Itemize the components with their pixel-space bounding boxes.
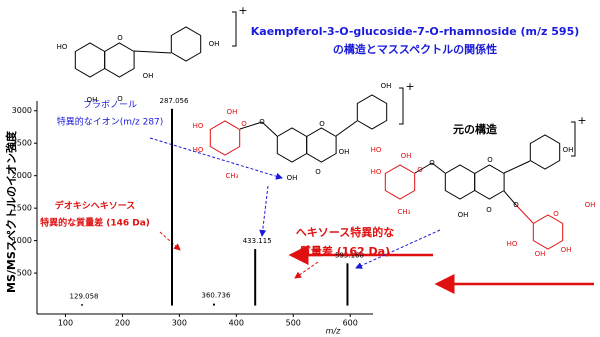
atom-label: OH bbox=[401, 152, 412, 160]
annotation: ヘキソース特異的な bbox=[296, 225, 394, 239]
atom-label: CH₃ bbox=[226, 172, 239, 180]
x-tick-label: 100 bbox=[58, 319, 73, 328]
atom-label: OH bbox=[381, 82, 392, 90]
peak bbox=[346, 263, 349, 306]
peak-label: 287.056 bbox=[160, 97, 189, 105]
bracket bbox=[399, 87, 404, 125]
peak-label: 360.736 bbox=[201, 292, 230, 300]
annotation: フラボノール bbox=[83, 100, 137, 111]
ring bbox=[356, 94, 388, 130]
ring bbox=[170, 26, 202, 62]
x-tick-label: 200 bbox=[115, 319, 130, 328]
atom-label: CH₃ bbox=[398, 208, 411, 216]
peak bbox=[254, 249, 257, 306]
atom-label: O bbox=[513, 201, 519, 209]
peak-label: 433.115 bbox=[243, 237, 272, 245]
annotation: 特異的な質量差 (146 Da) bbox=[40, 217, 150, 229]
bond bbox=[414, 162, 433, 174]
bond bbox=[503, 190, 517, 206]
atom-label: OH bbox=[339, 148, 350, 156]
atom-label: HO bbox=[193, 146, 204, 154]
annotation: 元の構造 bbox=[453, 122, 498, 136]
x-tick-label: 500 bbox=[286, 319, 301, 328]
atom-label: OH bbox=[87, 96, 98, 104]
annotation: デオキシヘキソース bbox=[55, 200, 136, 212]
arrow bbox=[355, 229, 441, 269]
arrow bbox=[159, 231, 181, 251]
atom-label: HO bbox=[507, 240, 518, 248]
x-axis-label: m/z bbox=[326, 327, 341, 336]
bond bbox=[239, 121, 263, 130]
ring bbox=[209, 120, 241, 156]
ring bbox=[74, 42, 106, 78]
atom-label: OH bbox=[535, 250, 546, 258]
y-tick-label: 500 bbox=[17, 269, 32, 278]
bond bbox=[335, 120, 358, 137]
atom-label: O bbox=[486, 206, 492, 214]
ring bbox=[474, 164, 505, 200]
ring bbox=[384, 164, 416, 200]
y-tick-label: 3000 bbox=[12, 106, 32, 115]
atom-label: O bbox=[259, 118, 265, 126]
x-tick-label: 300 bbox=[172, 319, 187, 328]
atom-label: O bbox=[117, 95, 123, 103]
charge: + bbox=[405, 80, 414, 93]
peak bbox=[171, 108, 174, 306]
atom-label: OH bbox=[227, 108, 238, 116]
atom-label: O bbox=[553, 210, 559, 218]
atom-label: OH bbox=[209, 40, 220, 48]
peak-label: 595.168 bbox=[335, 251, 364, 259]
bond bbox=[503, 160, 531, 174]
ring bbox=[276, 127, 308, 163]
atom-label: OH bbox=[143, 72, 154, 80]
bracket bbox=[232, 11, 237, 47]
x-tick-label: 600 bbox=[343, 319, 358, 328]
chart-subtitle: の構造とマススペクトルの関係性 bbox=[333, 42, 497, 56]
ring bbox=[532, 214, 564, 250]
atom-label: HO bbox=[371, 168, 382, 176]
atom-label: O bbox=[487, 156, 493, 164]
ring bbox=[104, 42, 135, 78]
bond bbox=[261, 121, 278, 137]
atom-label: HO bbox=[57, 43, 68, 51]
atom-label: OH bbox=[458, 211, 469, 219]
atom-label: OH bbox=[563, 146, 574, 154]
y-tick-label: 2000 bbox=[12, 171, 32, 180]
x-tick-label: 400 bbox=[229, 319, 244, 328]
bond bbox=[515, 204, 534, 224]
y-axis-label: MS/MSスペクトルのイオン強度 bbox=[4, 130, 18, 293]
bond bbox=[133, 50, 172, 54]
atom-label: O bbox=[117, 34, 123, 42]
annotation: 質量差 (162 Da) bbox=[300, 244, 390, 258]
ring bbox=[306, 127, 337, 163]
ring bbox=[529, 134, 561, 170]
charge: + bbox=[238, 4, 247, 17]
atom-label: O bbox=[319, 120, 325, 128]
atom-label: OH bbox=[287, 174, 298, 182]
atom-label: O bbox=[429, 159, 435, 167]
arrow bbox=[149, 137, 283, 180]
bracket bbox=[571, 121, 576, 157]
peak bbox=[212, 303, 215, 306]
atom-label: HO bbox=[371, 146, 382, 154]
atom-label: O bbox=[417, 166, 423, 174]
atom-label: OH bbox=[561, 246, 572, 254]
ring bbox=[444, 164, 476, 200]
bond bbox=[431, 162, 446, 174]
arrow bbox=[259, 185, 269, 237]
atom-label: O bbox=[315, 168, 321, 176]
y-tick-label: 1000 bbox=[12, 236, 32, 245]
y-tick-label: 2500 bbox=[12, 139, 32, 148]
y-tick-label: 1500 bbox=[12, 204, 32, 213]
arrow bbox=[294, 261, 319, 279]
peak bbox=[81, 304, 84, 306]
annotation: 特異的なイオン(m/z 287) bbox=[57, 116, 164, 128]
atom-label: O bbox=[241, 120, 247, 128]
chart-title: Kaempferol-3-O-glucoside-7-O-rhamnoside … bbox=[251, 25, 580, 38]
atom-label: OH bbox=[585, 201, 596, 209]
charge: + bbox=[577, 114, 586, 127]
atom-label: HO bbox=[193, 122, 204, 130]
peak-label: 129.058 bbox=[70, 292, 99, 300]
